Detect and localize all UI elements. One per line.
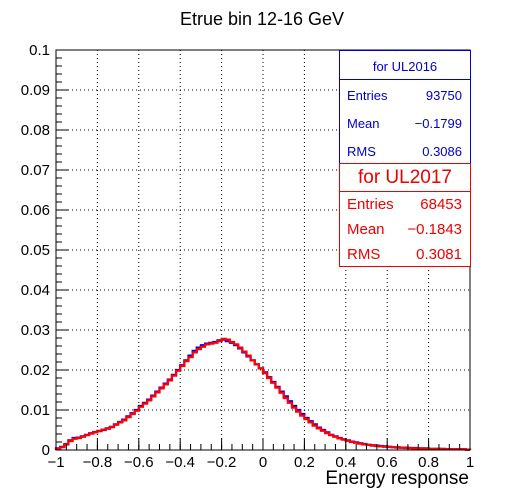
y-tick-label: 0.07 bbox=[21, 162, 50, 179]
entries-value: 68453 bbox=[420, 196, 462, 213]
stats-box-divider bbox=[340, 79, 470, 80]
x-tick-label: 0 bbox=[259, 454, 267, 471]
x-tick-label: 0.2 bbox=[294, 454, 315, 471]
mean-label: Mean bbox=[347, 221, 385, 238]
x-tick-label: −0.2 bbox=[207, 454, 237, 471]
y-tick-label: 0.08 bbox=[21, 122, 50, 139]
stats-box-title: for UL2017 bbox=[340, 167, 470, 189]
stats-box-title: for UL2016 bbox=[340, 59, 470, 74]
entries-label: Entries bbox=[347, 196, 394, 213]
rms-value: 0.3081 bbox=[416, 246, 462, 263]
x-axis-title: Energy response bbox=[325, 468, 469, 489]
y-tick-label: 0.09 bbox=[21, 82, 50, 99]
stats-box-ul2017: for UL2017 Entries 68453 Mean −0.1843 RM… bbox=[339, 163, 471, 267]
stats-box-divider bbox=[340, 191, 470, 192]
y-tick-label: 0.02 bbox=[21, 362, 50, 379]
rms-label: RMS bbox=[347, 144, 376, 159]
rms-label: RMS bbox=[347, 246, 380, 263]
y-tick-label: 0.03 bbox=[21, 322, 50, 339]
stats-box-ul2016: for UL2016 Entries 93750 Mean −0.1799 RM… bbox=[339, 50, 471, 174]
x-tick-label: −1 bbox=[47, 454, 64, 471]
rms-value: 0.3086 bbox=[422, 144, 462, 159]
chart-title: Etrue bin 12-16 GeV bbox=[180, 9, 344, 29]
mean-value: −0.1843 bbox=[407, 221, 462, 238]
y-tick-label: 0.06 bbox=[21, 202, 50, 219]
entries-value: 93750 bbox=[426, 88, 462, 103]
entries-label: Entries bbox=[347, 88, 387, 103]
x-tick-label: −0.4 bbox=[165, 454, 195, 471]
y-tick-label: 0.1 bbox=[29, 42, 50, 59]
mean-label: Mean bbox=[347, 116, 380, 131]
x-tick-label: −0.8 bbox=[83, 454, 113, 471]
y-tick-label: 0.05 bbox=[21, 242, 50, 259]
y-tick-label: 0 bbox=[42, 442, 50, 459]
y-tick-label: 0.01 bbox=[21, 402, 50, 419]
x-tick-label: −0.6 bbox=[124, 454, 154, 471]
mean-value: −0.1799 bbox=[415, 116, 462, 131]
y-tick-label: 0.04 bbox=[21, 282, 50, 299]
